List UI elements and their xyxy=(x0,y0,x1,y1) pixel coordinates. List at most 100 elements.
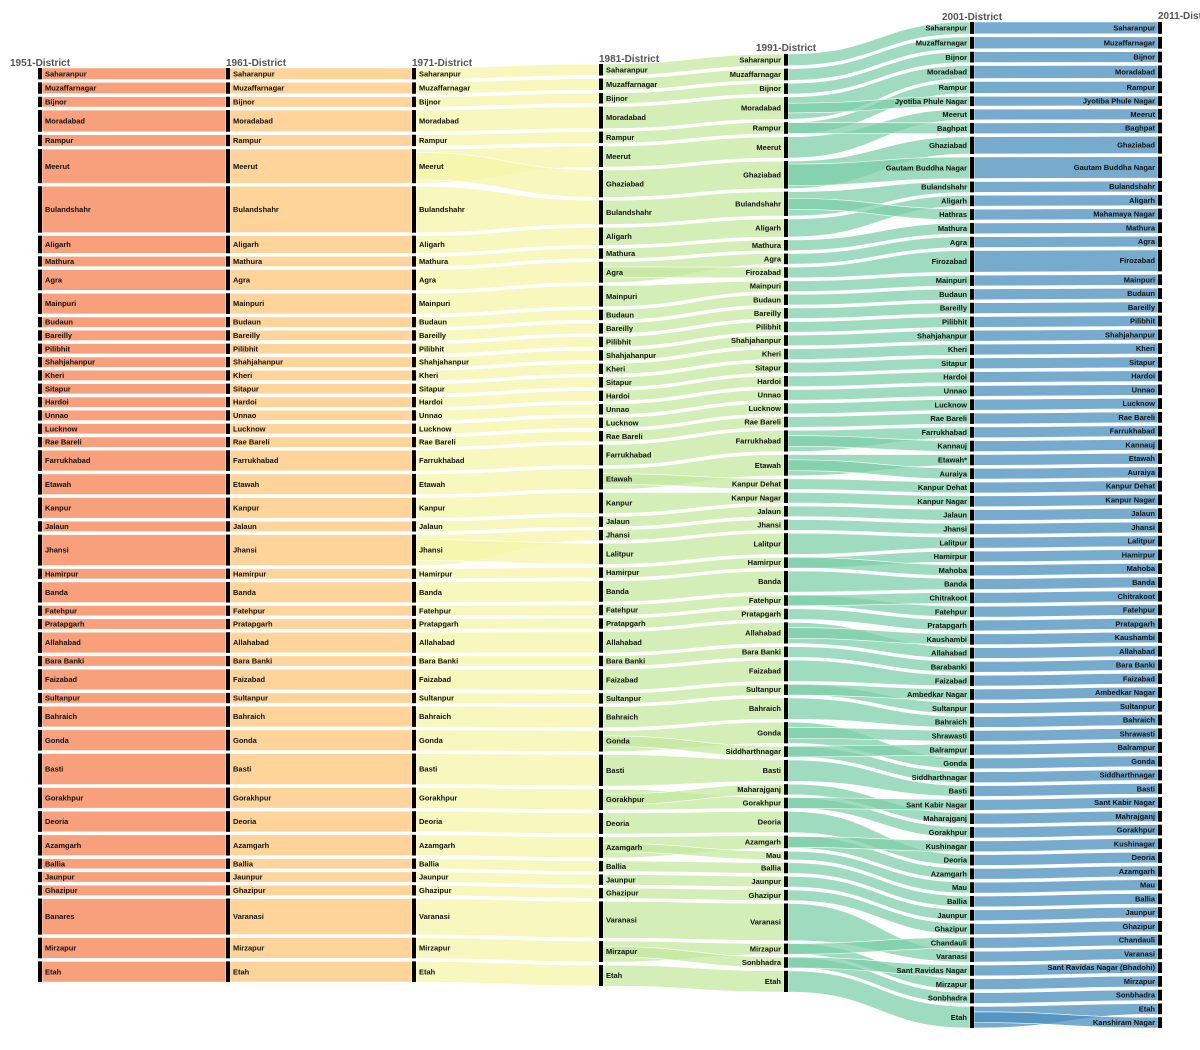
link-banda-to-banda xyxy=(41,581,227,603)
node-bar-bareilly xyxy=(1158,301,1162,313)
node-bar-farrukhabad xyxy=(784,430,788,452)
node-bar-shahjahanpur xyxy=(970,330,974,342)
node-bar-budaun xyxy=(38,316,42,328)
node-label-deoria: Deoria xyxy=(233,817,257,826)
node-label-bulandshahr: Bulandshahr xyxy=(735,199,781,208)
node-bar-gonda xyxy=(1158,755,1162,767)
link-etah-to-etah xyxy=(415,961,600,987)
node-label-etawah: Etawah xyxy=(45,480,72,489)
node-bar-pratapgarh xyxy=(412,618,416,630)
node-label-mathura: Mathura xyxy=(419,257,449,266)
node-bar-kheri xyxy=(784,348,788,360)
node-label-allahabad: Allahabad xyxy=(745,629,781,638)
node-label-banda: Banda xyxy=(606,587,630,596)
link-aligarh-to-aligarh xyxy=(229,235,413,254)
node-bar-mau xyxy=(784,851,788,860)
node-label-lucknow: Lucknow xyxy=(606,418,639,427)
labels-layer: 1951-DistrictSaharanpurMuzaffarnagarBijn… xyxy=(10,11,1200,1027)
node-bar-mau xyxy=(1158,879,1162,891)
link-hamirpur-to-hamirpur xyxy=(229,568,413,580)
link-gonda-to-gonda xyxy=(973,755,1159,770)
link-kheri-to-kheri xyxy=(973,342,1159,356)
node-label-azamgarh: Azamgarh xyxy=(606,843,643,852)
node-label-bareilly: Bareilly xyxy=(940,304,968,313)
node-bar-pilibhit xyxy=(970,316,974,328)
link-meerut-to-meerut xyxy=(41,148,227,184)
node-bar-rampur xyxy=(412,134,416,147)
node-label-azamgarh: Azamgarh xyxy=(419,841,456,850)
node-label-mirzapur: Mirzapur xyxy=(606,947,637,956)
link-mirzapur-to-mirzapur xyxy=(973,975,1159,990)
link-hardoi-to-hardoi xyxy=(602,375,785,402)
node-label-ambedkar-nagar: Ambedkar Nagar xyxy=(907,690,967,699)
node-label-jalaun: Jalaun xyxy=(943,511,967,520)
node-label-saharanpur: Saharanpur xyxy=(419,69,461,78)
node-bar-shahjahanpur xyxy=(784,335,788,346)
node-bar-sultanpur xyxy=(412,692,416,704)
node-bar-pilibhit xyxy=(38,343,42,354)
node-label-deoria: Deoria xyxy=(1132,853,1156,862)
node-bar-agra xyxy=(784,253,788,265)
node-label-firozabad: Firozabad xyxy=(1120,256,1156,265)
node-label-varanasi: Varanasi xyxy=(419,912,450,921)
node-bar-hamirpur xyxy=(599,567,603,578)
node-label-unnao: Unnao xyxy=(45,411,69,420)
node-bar-fatehpur xyxy=(38,605,42,616)
node-bar-fatehpur xyxy=(1158,604,1162,616)
node-label-rae-bareli: Rae Bareli xyxy=(930,414,967,423)
node-label-hardoi: Hardoi xyxy=(606,391,630,400)
node-label-jalaun: Jalaun xyxy=(606,517,630,526)
node-bar-kaushambi xyxy=(1158,632,1162,643)
link-banda-to-banda xyxy=(602,570,785,603)
link-budaun-to-budaun xyxy=(602,294,785,321)
node-label-jhansi: Jhansi xyxy=(943,524,967,533)
node-bar-lucknow xyxy=(1158,398,1162,409)
node-label-gorakhpur: Gorakhpur xyxy=(233,793,271,802)
node-label-budaun: Budaun xyxy=(753,295,781,304)
node-bar-allahabad xyxy=(38,632,42,653)
link-jhansi-to-jhansi xyxy=(41,534,227,566)
node-label-bijnor: Bijnor xyxy=(945,53,967,62)
node-label-lalitpur: Lalitpur xyxy=(940,538,968,547)
node-bar-ghaziabad xyxy=(1158,136,1162,154)
node-label-bulandshahr: Bulandshahr xyxy=(45,205,91,214)
node-label-jaunpur: Jaunpur xyxy=(233,873,263,882)
node-bar-varanasi xyxy=(970,951,974,963)
node-bar-kheri xyxy=(599,363,603,375)
node-label-saharanpur: Saharanpur xyxy=(739,55,781,64)
node-bar-bahraich xyxy=(412,706,416,727)
node-label-jhansi: Jhansi xyxy=(233,546,257,555)
node-bar-sant-ravidas-nagar xyxy=(970,965,974,976)
node-bar-bara-banki xyxy=(226,655,230,667)
node-label-unnao: Unnao xyxy=(758,390,782,399)
node-bar-mahoba xyxy=(1158,563,1162,575)
node-bar-gonda xyxy=(970,758,974,769)
node-label-sonbhadra: Sonbhadra xyxy=(742,958,782,967)
node-bar-faizabad xyxy=(599,669,603,691)
node-bar-azamgarh xyxy=(784,835,788,849)
node-bar-etah xyxy=(38,961,42,982)
node-label-sitapur: Sitapur xyxy=(606,378,632,387)
node-bar-mirzapur xyxy=(226,937,230,959)
node-label-rampur: Rampur xyxy=(753,124,781,133)
node-label-lalitpur: Lalitpur xyxy=(606,549,634,558)
node-bar-mahoba xyxy=(970,564,974,576)
node-bar-rampur xyxy=(784,122,788,134)
link-maharajganj-to-mahrajganj xyxy=(973,810,1159,825)
node-label-rampur: Rampur xyxy=(939,83,967,92)
node-label-mahoba: Mahoba xyxy=(939,566,968,575)
node-label-shrawasti: Shrawasti xyxy=(932,731,967,740)
link-rae-bareli-to-rae-bareli xyxy=(973,411,1159,425)
link-farrukhabad-to-farrukhabad xyxy=(602,430,785,466)
node-bar-firozabad xyxy=(1158,249,1162,272)
node-bar-jyotiba-phule-nagar xyxy=(970,96,974,107)
node-label-moradabad: Moradabad xyxy=(927,68,967,77)
node-bar-aligarh xyxy=(1158,194,1162,206)
node-bar-meerut xyxy=(38,149,42,184)
node-bar-jaunpur xyxy=(412,871,416,883)
node-bar-hardoi xyxy=(784,375,788,387)
node-bar-agra xyxy=(599,261,603,283)
node-label-budaun: Budaun xyxy=(419,318,447,327)
node-label-bahraich: Bahraich xyxy=(233,712,266,721)
node-bar-ballia xyxy=(38,858,42,869)
